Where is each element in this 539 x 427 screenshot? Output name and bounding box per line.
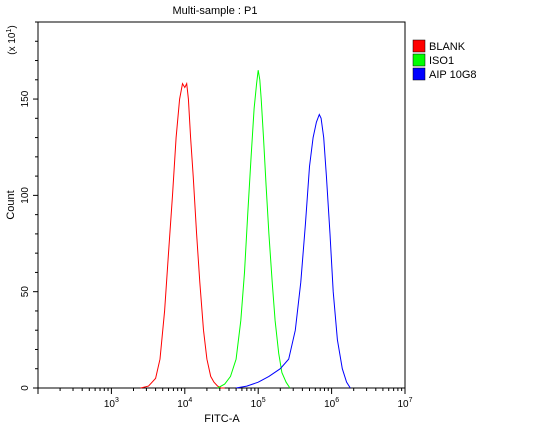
plot-area: [37, 21, 406, 389]
legend: BLANK ISO1 AIP 10G8: [412, 39, 477, 81]
x-tick-label: 103: [104, 397, 119, 410]
y-axis: 0 50 100 150: [20, 21, 38, 391]
x-tick-label: 106: [324, 397, 339, 410]
x-tick-label: 105: [251, 397, 266, 410]
x-axis: 103 104 105 106 107: [37, 388, 413, 410]
legend-swatch: [412, 67, 426, 81]
series-line-1: [140, 81, 225, 389]
y-tick-label: 0: [20, 385, 31, 391]
y-tick-label: 50: [20, 286, 31, 298]
legend-label: BLANK: [429, 41, 466, 53]
x-tick-label: 104: [177, 397, 192, 410]
legend-label: ISO1: [429, 55, 454, 67]
legend-swatch: [412, 39, 426, 53]
series-line-2: [217, 70, 291, 389]
y-axis-label: Count: [5, 190, 17, 219]
y-tick-label: 100: [20, 187, 31, 204]
series-layer: [140, 70, 351, 389]
legend-label: AIP 10G8: [429, 69, 477, 81]
legend-swatch: [412, 53, 426, 67]
x-tick-label: 107: [397, 397, 412, 410]
y-multiplier-label: (x 101): [6, 25, 18, 54]
y-tick-label: 150: [20, 90, 31, 107]
chart-title: Multi-sample : P1: [173, 5, 258, 17]
series-line-3: [236, 113, 351, 389]
x-axis-label: FITC-A: [204, 413, 240, 425]
